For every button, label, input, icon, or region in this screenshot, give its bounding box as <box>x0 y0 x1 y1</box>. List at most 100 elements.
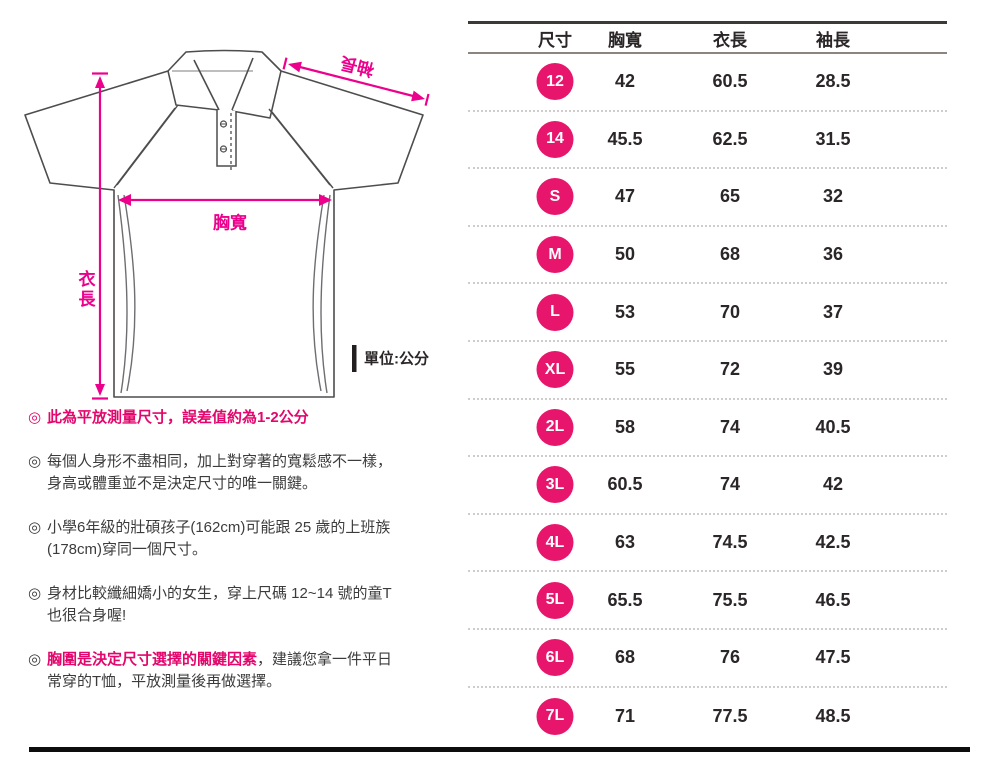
chest-value: 53 <box>614 301 636 322</box>
raglan-seam-right-inner <box>268 108 331 186</box>
note-item: ◎ 胸圍是決定尺寸選擇的關鍵因素，建議您拿一件平日 常穿的T恤，平放測量後再做選… <box>28 649 466 693</box>
side-seam-right-inner <box>312 194 325 392</box>
note-text: 身材比較纖細嬌小的女生，穿上尺碼 12~14 號的童T 也很合身喔! <box>47 585 392 624</box>
length-value: 68 <box>719 244 741 265</box>
note-bullet-icon: ◎ <box>28 409 42 426</box>
chest-value: 63 <box>614 532 636 553</box>
table-row: L 53 70 37 <box>468 284 947 342</box>
size-badge: M <box>536 236 574 274</box>
sleeve-value: 36 <box>822 244 844 265</box>
notes-list: ◎ 此為平放測量尺寸，誤差值約為1-2公分 ◎ 每個人身形不盡相同，加上對穿著的… <box>28 407 466 715</box>
sleeve-value: 37 <box>822 301 844 322</box>
chest-width-label: 胸寬 <box>213 213 247 233</box>
length-value: 76 <box>719 647 741 668</box>
length-value: 77.5 <box>712 705 748 726</box>
chest-value: 58 <box>614 416 636 437</box>
chest-value: 50 <box>614 244 636 265</box>
table-row: 4L 63 74.5 42.5 <box>468 515 947 573</box>
length-value: 72 <box>719 359 741 380</box>
length-value: 74 <box>719 416 741 437</box>
table-row: 2L 58 74 40.5 <box>468 400 947 458</box>
sleeve-value: 39 <box>822 359 844 380</box>
size-table-header: 尺寸 胸寬 衣長 袖長 <box>468 21 947 54</box>
note-highlight-text: 胸圍是決定尺寸選擇的關鍵因素 <box>47 651 258 668</box>
chest-value: 42 <box>614 71 636 92</box>
note-bullet-icon: ◎ <box>28 651 42 668</box>
table-row: 5L 65.5 75.5 46.5 <box>468 572 947 630</box>
note-text: ，建議您拿一件平日 常穿的T恤，平放測量後再做選擇。 <box>47 651 393 690</box>
sleeve-value: 46.5 <box>815 589 851 610</box>
side-seam-left <box>117 194 128 394</box>
sleeve-length-arrow <box>282 57 430 106</box>
header-chest: 胸寬 <box>608 30 642 50</box>
size-badge: XL <box>536 351 574 389</box>
size-table: 尺寸 胸寬 衣長 袖長 12 42 60.5 28.5 14 45.5 62.5… <box>468 21 947 745</box>
collar-v-left <box>193 59 220 111</box>
chest-value: 68 <box>614 647 636 668</box>
note-item: ◎ 小學6年級的壯碩孩子(162cm)可能跟 25 歲的上班族 (178cm)穿… <box>28 517 466 561</box>
length-value: 65 <box>719 186 741 207</box>
note-text: 每個人身形不盡相同，加上對穿著的寬鬆感不一樣， 身高或體重並不是決定尺寸的唯一關… <box>47 453 393 492</box>
length-value: 74.5 <box>712 532 748 553</box>
size-badge: 14 <box>536 120 574 158</box>
sleeve-value: 31.5 <box>815 128 851 149</box>
raglan-seam-left-inner <box>116 104 179 186</box>
side-seam-right <box>320 194 331 394</box>
chest-value: 45.5 <box>607 128 643 149</box>
note-highlight-text: 此為平放測量尺寸，誤差值約為1-2公分 <box>47 409 309 426</box>
shirt-outline <box>24 49 424 398</box>
size-badge: L <box>536 293 574 331</box>
chest-value: 60.5 <box>607 474 643 495</box>
garment-length-arrow <box>92 72 108 400</box>
sleeve-value: 28.5 <box>815 71 851 92</box>
table-row: 6L 68 76 47.5 <box>468 630 947 688</box>
sleeve-value: 47.5 <box>815 647 851 668</box>
size-badge: S <box>536 178 574 216</box>
note-bullet-icon: ◎ <box>28 585 42 602</box>
unit-bar <box>352 345 357 372</box>
sleeve-value: 48.5 <box>815 705 851 726</box>
size-badge: 6L <box>536 639 574 677</box>
polo-shirt-illustration <box>24 49 430 400</box>
table-row: XL 55 72 39 <box>468 342 947 400</box>
length-value: 75.5 <box>712 589 748 610</box>
chest-value: 47 <box>614 186 636 207</box>
size-badge: 2L <box>536 408 574 446</box>
length-value: 74 <box>719 474 741 495</box>
chest-value: 71 <box>614 705 636 726</box>
table-row: 14 45.5 62.5 31.5 <box>468 112 947 170</box>
sleeve-value: 42.5 <box>815 532 851 553</box>
table-row: 12 42 60.5 28.5 <box>468 54 947 112</box>
chest-width-arrow <box>118 194 332 206</box>
length-value: 60.5 <box>712 71 748 92</box>
bottom-rule <box>29 747 970 752</box>
note-item: ◎ 每個人身形不盡相同，加上對穿著的寬鬆感不一樣， 身高或體重並不是決定尺寸的唯… <box>28 451 466 495</box>
header-size: 尺寸 <box>538 30 572 50</box>
collar-v-right <box>231 57 254 111</box>
note-item: ◎ 身材比較纖細嬌小的女生，穿上尺碼 12~14 號的童T 也很合身喔! <box>28 583 466 627</box>
side-seam-left-inner <box>123 194 136 392</box>
length-value: 70 <box>719 301 741 322</box>
length-value: 62.5 <box>712 128 748 149</box>
sleeve-value: 42 <box>822 474 844 495</box>
size-badge: 3L <box>536 466 574 504</box>
sleeve-value: 40.5 <box>815 416 851 437</box>
collar-right <box>231 70 282 119</box>
collar-left <box>167 70 220 111</box>
note-bullet-icon: ◎ <box>28 519 42 536</box>
note-text: 小學6年級的壯碩孩子(162cm)可能跟 25 歲的上班族 (178cm)穿同一… <box>47 519 391 558</box>
garment-length-label: 衣長 <box>75 270 95 310</box>
placket <box>216 110 237 167</box>
note-item: ◎ 此為平放測量尺寸，誤差值約為1-2公分 <box>28 407 466 429</box>
note-bullet-icon: ◎ <box>28 453 42 470</box>
table-row: 3L 60.5 74 42 <box>468 457 947 515</box>
header-length: 衣長 <box>713 30 747 50</box>
size-badge: 12 <box>536 63 574 101</box>
table-row: 7L 71 77.5 48.5 <box>468 688 947 746</box>
chest-value: 65.5 <box>607 589 643 610</box>
chest-value: 55 <box>614 359 636 380</box>
table-row: M 50 68 36 <box>468 227 947 285</box>
size-badge: 7L <box>536 697 574 735</box>
sleeve-value: 32 <box>822 186 844 207</box>
